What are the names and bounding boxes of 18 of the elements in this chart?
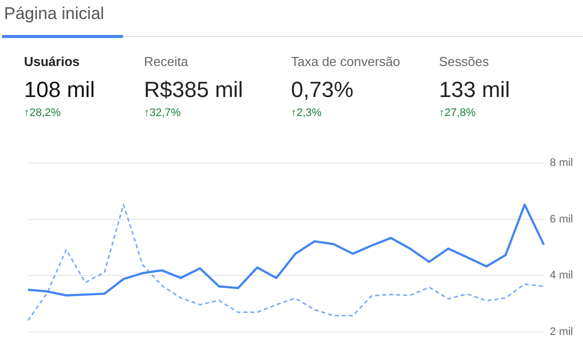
text: Página inicial xyxy=(4,4,104,24)
text: 0,73% xyxy=(291,77,354,103)
text: Sessões xyxy=(439,54,490,69)
y-tick-label: 4 mil xyxy=(550,270,574,282)
text: 133 mil xyxy=(439,77,510,103)
line-series xyxy=(27,204,545,322)
text: R$385 mil xyxy=(144,77,244,103)
text: Receita xyxy=(144,54,190,69)
text: ↑2,3% xyxy=(291,107,323,119)
y-tick-label: 6 mil xyxy=(550,213,574,226)
y-tick-label: 8 mil xyxy=(550,157,574,170)
text: ↑28,2% xyxy=(24,107,62,119)
text: ↑32,7% xyxy=(144,107,182,119)
text: ↑27,8% xyxy=(439,107,477,119)
y-tick-label: 2 mil xyxy=(550,326,574,338)
text: 108 mil xyxy=(24,77,95,103)
text: Taxa de conversão xyxy=(291,54,400,69)
text: Usuários xyxy=(24,54,81,69)
